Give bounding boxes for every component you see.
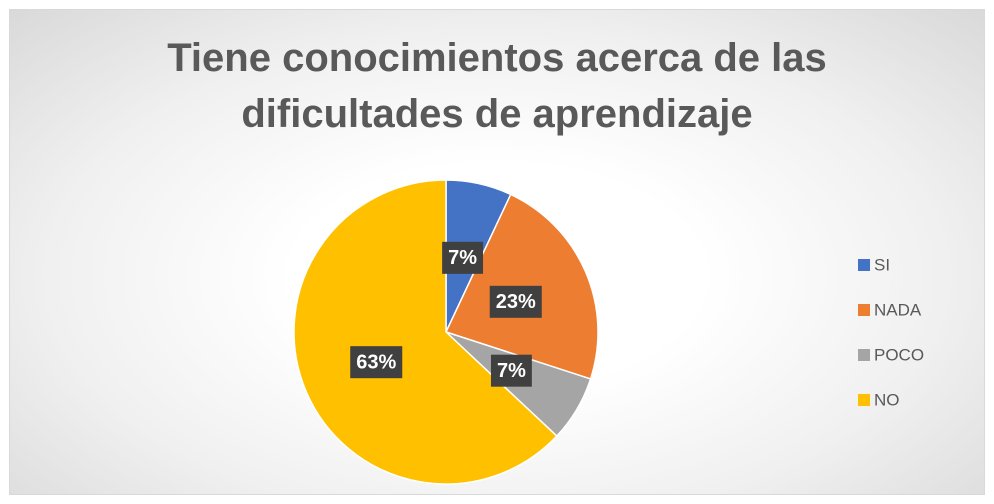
legend-label: SI xyxy=(874,255,890,274)
data-label-box xyxy=(489,285,542,318)
data-label: 63% xyxy=(356,351,396,373)
legend-label: POCO xyxy=(874,345,924,364)
data-label-box xyxy=(350,346,403,379)
data-label-box xyxy=(442,241,484,274)
data-label: 7% xyxy=(497,360,526,382)
legend-swatch xyxy=(858,349,870,361)
data-label-box xyxy=(490,354,532,387)
chart-title: Tiene conocimientos acerca de las dificu… xyxy=(167,36,827,136)
legend-swatch xyxy=(858,259,870,271)
data-label: 7% xyxy=(448,247,477,269)
legend-label: NADA xyxy=(874,300,922,319)
pie-slice xyxy=(293,179,558,485)
legend-label: NO xyxy=(874,390,900,409)
legend-swatch xyxy=(858,304,870,316)
legend-swatch xyxy=(858,394,870,406)
data-label: 23% xyxy=(496,291,536,313)
